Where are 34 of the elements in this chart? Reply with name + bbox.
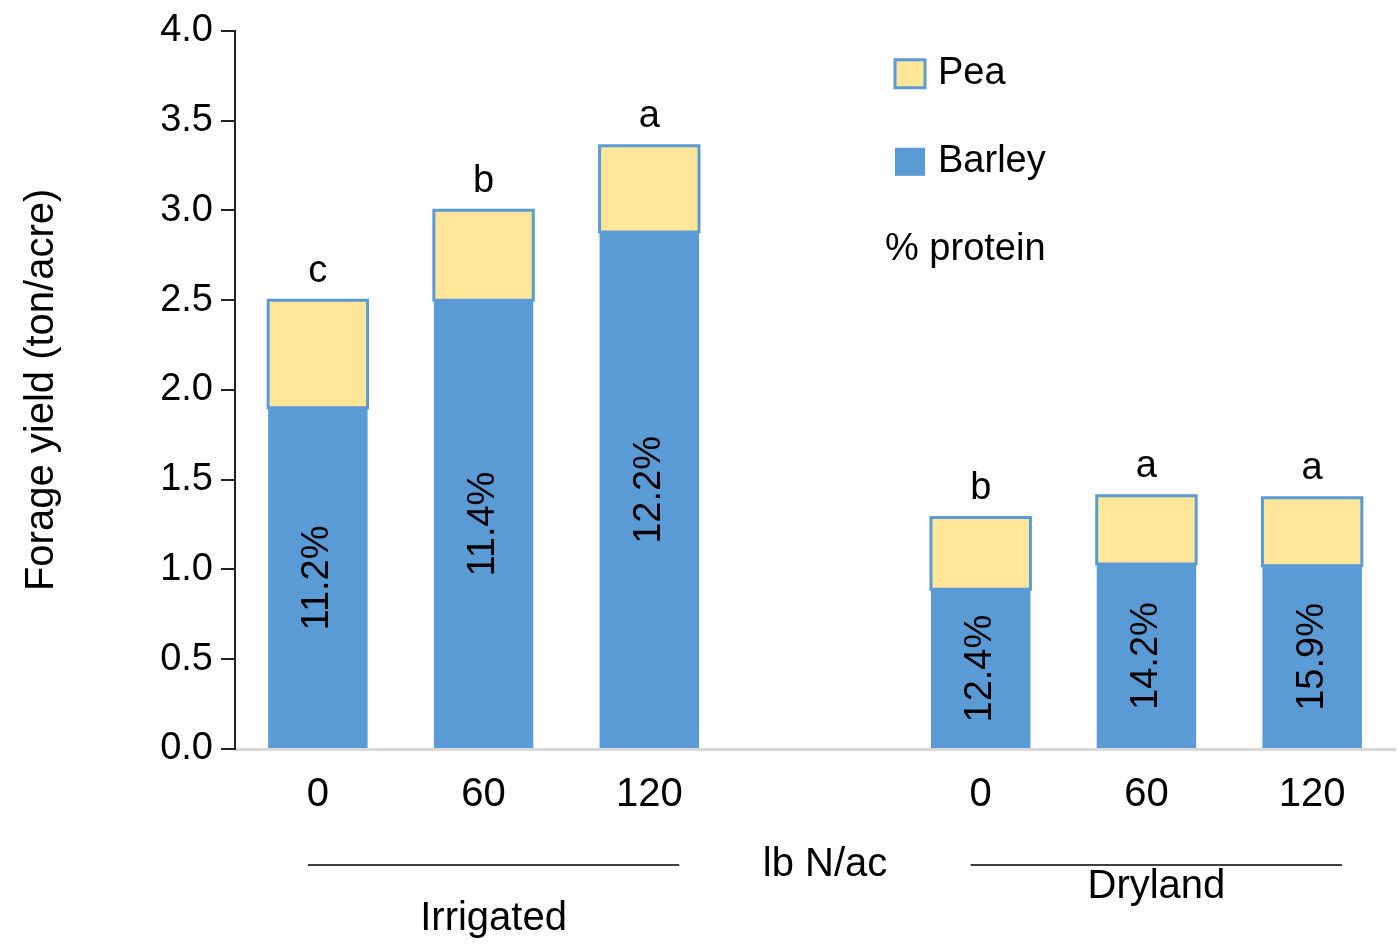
x-axis-title: lb N/ac — [762, 840, 888, 885]
data-label: b — [970, 464, 992, 507]
data-label: a — [1301, 445, 1324, 488]
y-tick-label: 2.5 — [160, 276, 213, 319]
annotation: 12.4% — [957, 614, 1000, 723]
y-axis-title: Forage yield (ton/acre) — [17, 188, 62, 592]
annotation: 12.2% — [625, 436, 668, 544]
data-label: a — [638, 93, 661, 136]
data-label: c — [308, 247, 328, 290]
y-tick-label: 1.0 — [160, 545, 213, 588]
y-tick-label: 3.0 — [160, 186, 213, 229]
y-tick-label: 0.0 — [160, 725, 213, 768]
annotation: 14.2% — [1122, 602, 1165, 710]
x-tick-label: 120 — [1278, 770, 1346, 815]
data-label: a — [1135, 443, 1158, 486]
y-tick-label: 2.0 — [160, 366, 213, 409]
text: Dryland — [1087, 862, 1226, 907]
legend-label: Pea — [938, 50, 1007, 93]
x-tick-label: 120 — [615, 770, 683, 815]
y-tick-label: 3.5 — [160, 97, 213, 140]
data-label: b — [473, 157, 495, 200]
x-tick-label: 0 — [969, 770, 992, 815]
annotation: 15.9% — [1288, 603, 1331, 711]
x-tick-label: 60 — [461, 770, 506, 815]
y-tick-label: 0.5 — [160, 635, 213, 678]
annotation: 11.2% — [294, 525, 337, 631]
annotation: % protein — [885, 226, 1046, 269]
legend-label: Barley — [938, 138, 1046, 181]
text: Irrigated — [420, 894, 567, 939]
y-tick-label: 1.5 — [160, 456, 213, 499]
annotation: 11.4% — [460, 471, 503, 577]
y-tick-label: 4.0 — [160, 7, 213, 50]
x-tick-label: 0 — [306, 770, 329, 815]
x-tick-label: 60 — [1124, 770, 1169, 815]
